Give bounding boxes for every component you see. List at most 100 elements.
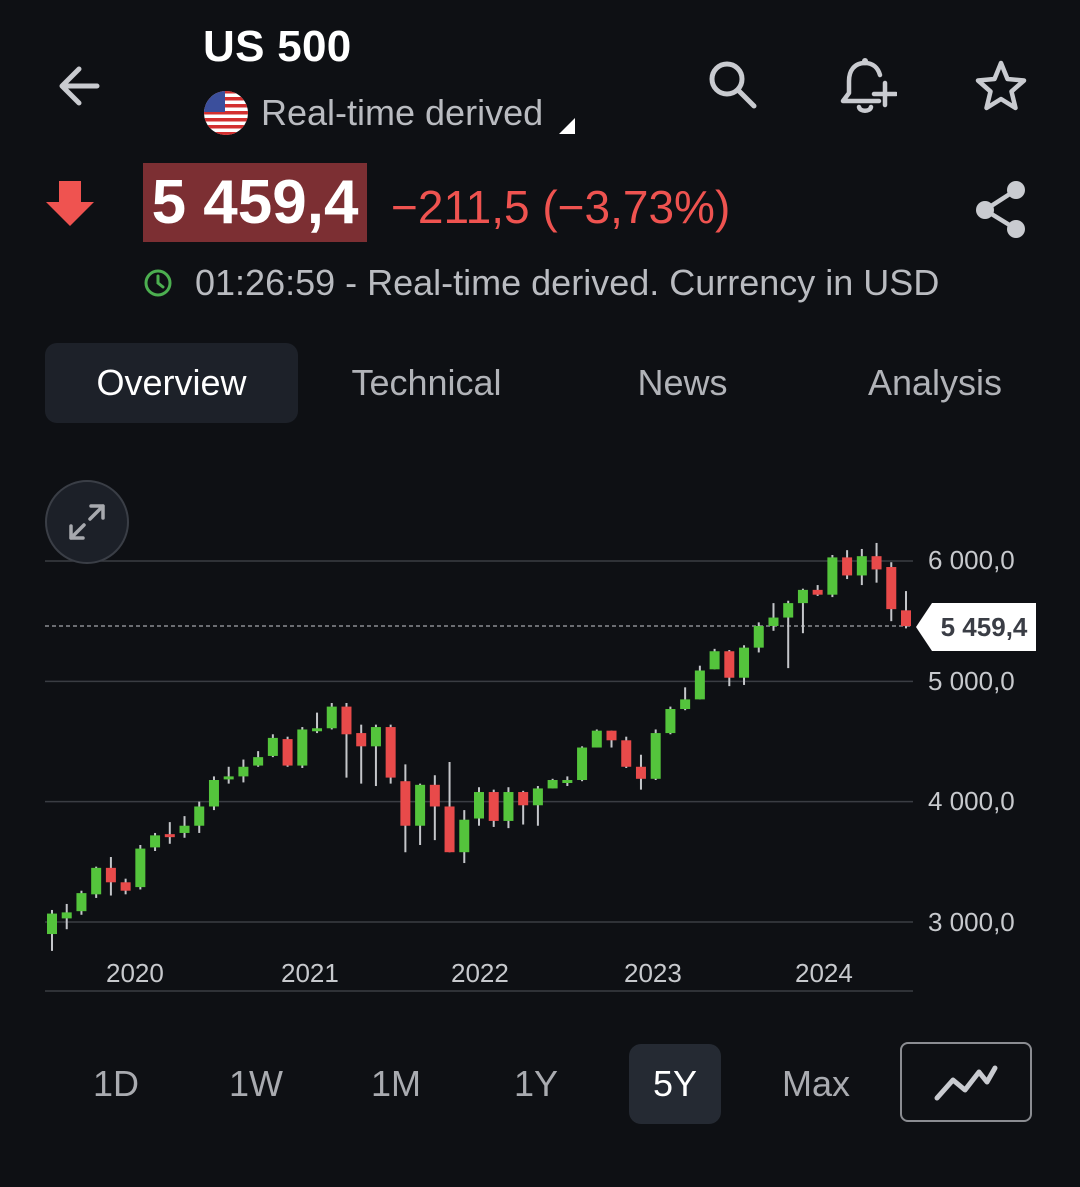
candle-body — [282, 739, 293, 766]
quote-timestamp: 01:26:59 - Real-time derived. Currency i… — [143, 262, 939, 304]
candle-body — [194, 806, 205, 826]
candle-body — [385, 727, 396, 778]
candle-body — [91, 867, 102, 895]
bell-plus-icon — [840, 58, 897, 113]
candle-body — [415, 784, 426, 826]
candle-body — [827, 557, 838, 595]
search-icon — [709, 61, 757, 109]
candle-body — [886, 567, 897, 610]
candle-body — [503, 792, 514, 821]
y-tick-label: 4 000,0 — [928, 786, 1015, 816]
candle-body — [105, 867, 116, 883]
candle-body — [739, 647, 750, 678]
candle-body — [223, 776, 234, 780]
candle-body — [518, 792, 529, 806]
expand-chart-button[interactable] — [45, 480, 129, 564]
candle-body — [753, 625, 764, 648]
timestamp-text: 01:26:59 - Real-time derived. Currency i… — [195, 262, 940, 303]
candle-body — [709, 651, 720, 670]
candle-body — [164, 834, 175, 838]
share-icon — [976, 181, 1025, 238]
candle-body — [606, 730, 617, 741]
candle-body — [856, 556, 867, 576]
candle-body — [768, 617, 779, 626]
candle-body — [297, 729, 308, 766]
x-tick-label: 2023 — [624, 958, 682, 988]
tab-news[interactable]: News — [637, 362, 728, 403]
favorite-button[interactable] — [968, 54, 1034, 120]
candle-body — [459, 819, 470, 853]
candle-body — [312, 728, 323, 732]
x-tick-label: 2021 — [281, 958, 339, 988]
candle-body — [253, 757, 264, 766]
chart-type-button[interactable] — [900, 1042, 1032, 1122]
add-alert-button[interactable] — [832, 52, 900, 120]
candle-body — [47, 913, 57, 935]
arrow-left-icon — [59, 66, 100, 106]
source-selector[interactable]: Real-time derived — [203, 88, 577, 138]
candle-body — [724, 651, 735, 678]
search-button[interactable] — [700, 52, 764, 116]
candle-body — [650, 733, 661, 779]
price-chart[interactable] — [0, 470, 1080, 1010]
candle-body — [812, 589, 823, 595]
dropdown-triangle-icon — [559, 118, 576, 134]
candle-body — [871, 556, 882, 570]
line-chart-icon — [934, 1065, 998, 1101]
y-tick-label: 3 000,0 — [928, 907, 1015, 937]
x-tick-label: 2022 — [451, 958, 509, 988]
star-icon — [975, 60, 1027, 111]
range-5y[interactable]: 5Y — [629, 1044, 721, 1124]
candle-body — [444, 806, 455, 853]
candle-body — [238, 766, 249, 777]
candle-body — [356, 733, 367, 747]
candle-body — [842, 557, 853, 576]
candle-body — [783, 603, 794, 618]
instrument-title: US 500 — [203, 22, 352, 71]
candle-body — [400, 781, 411, 826]
tab-analysis[interactable]: Analysis — [867, 362, 1003, 403]
x-tick-label: 2024 — [795, 958, 853, 988]
clock-icon — [144, 269, 172, 297]
candle-body — [150, 835, 161, 848]
share-button[interactable] — [968, 176, 1034, 242]
candle-body — [635, 766, 646, 779]
range-1m[interactable]: 1M — [370, 1063, 421, 1104]
candle-body — [341, 706, 352, 735]
back-button[interactable] — [48, 55, 110, 117]
candle-body — [577, 747, 588, 781]
candle-body — [694, 670, 705, 700]
candle-body — [208, 780, 219, 807]
candle-body — [532, 788, 543, 806]
candle-body — [547, 780, 558, 789]
us-flag-icon — [204, 91, 248, 135]
range-1w[interactable]: 1W — [229, 1063, 283, 1104]
candle-body — [326, 706, 337, 729]
expand-icon — [69, 504, 105, 540]
last-price: 5 459,4 — [143, 163, 367, 242]
candle-body — [901, 610, 911, 627]
candle-body — [267, 737, 278, 756]
range-1y[interactable]: 1Y — [513, 1063, 559, 1104]
candle-body — [474, 792, 484, 819]
candle-body — [591, 730, 602, 748]
current-price-tag: 5 459,4 — [916, 603, 1036, 651]
price-change: −211,5 (−3,73%) — [391, 181, 731, 233]
candle-body — [61, 912, 72, 919]
range-max[interactable]: Max — [781, 1063, 850, 1104]
candle-body — [120, 882, 131, 891]
current-price-label: 5 459,4 — [940, 611, 1028, 642]
tab-overview[interactable]: Overview — [45, 343, 298, 423]
candle-body — [797, 589, 808, 604]
candle-body — [76, 893, 87, 912]
candle-body — [135, 848, 146, 888]
candle-body — [370, 727, 381, 747]
candle-body — [488, 792, 499, 821]
trend-down-indicator — [44, 178, 96, 230]
tab-technical[interactable]: Technical — [351, 362, 502, 403]
candle-body — [680, 699, 691, 710]
range-1d[interactable]: 1D — [92, 1063, 140, 1104]
candle-body — [429, 784, 440, 807]
source-label: Real-time derived — [261, 92, 544, 133]
candle-body — [179, 825, 190, 833]
